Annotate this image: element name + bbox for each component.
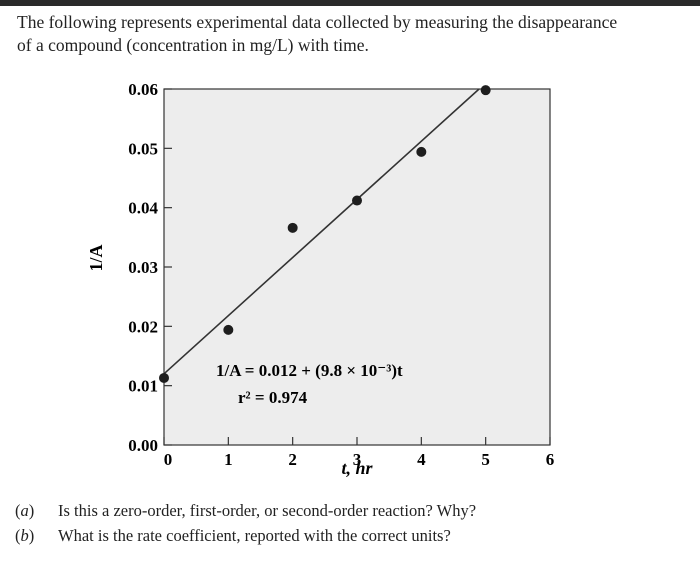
y-tick-label: 0.00 [128, 436, 158, 455]
data-point [352, 195, 362, 206]
y-tick-label: 0.04 [128, 199, 158, 218]
regression-line [163, 88, 480, 375]
intro-line-2: of a compound (concentration in mg/L) wi… [17, 35, 369, 55]
intro-line-1: The following represents experimental da… [17, 12, 618, 32]
y-tick-label: 0.06 [128, 80, 158, 99]
y-tick-label: 0.02 [128, 317, 158, 336]
chart-svg: 0.00 0.01 0.02 0.03 0.04 0.05 0.06 0 1 2 3 4 5 6 1/A… [86, 80, 555, 478]
data-point [223, 324, 234, 335]
top-border [0, 0, 700, 6]
x-tick-label: 6 [546, 450, 555, 469]
x-tick-label: 5 [481, 450, 490, 469]
question-a-label: (a) [15, 500, 35, 520]
x-tick-labels: 0 1 2 3 4 5 6 [164, 450, 555, 469]
tick-marks [163, 88, 551, 446]
plot-area [163, 88, 551, 446]
y-tick-label: 0.01 [128, 377, 158, 396]
question-a-text: Is this a zero-order, first-order, or se… [58, 500, 477, 520]
y-tick-label: 0.03 [128, 258, 158, 277]
x-tick-label: 0 [164, 450, 173, 469]
y-axis-label: 1/A [86, 244, 106, 271]
x-tick-label: 4 [417, 450, 426, 469]
y-tick-label: 0.05 [128, 139, 158, 158]
question-b-text: What is the rate coefficient, reported w… [58, 525, 451, 545]
y-tick-labels: 0.00 0.01 0.02 0.03 0.04 0.05 0.06 [128, 80, 158, 455]
data-point [480, 85, 491, 96]
data-point [159, 372, 169, 383]
rate-plot: 0.00 0.01 0.02 0.03 0.04 0.05 0.06 0 1 2 3 4 5 6 1/A… [80, 72, 580, 492]
x-tick-label: 1 [224, 450, 233, 469]
equation-line-2: r² = 0.974 [238, 388, 308, 407]
question-list: (a) Is this a zero-order, first-order, o… [15, 498, 695, 548]
data-point [287, 222, 298, 233]
question-b: (b) What is the rate coefficient, report… [15, 523, 695, 548]
data-point [416, 146, 427, 157]
data-points [159, 85, 491, 383]
equation-line-1: 1/A = 0.012 + (9.8 × 10⁻³)t [216, 361, 403, 380]
question-a: (a) Is this a zero-order, first-order, o… [15, 498, 695, 523]
x-axis-label: t, hr [341, 458, 373, 478]
question-b-label: (b) [15, 525, 35, 545]
problem-intro: The following represents experimental da… [17, 11, 697, 57]
x-tick-label: 2 [288, 450, 297, 469]
x-tick-label: 3 [353, 450, 362, 469]
